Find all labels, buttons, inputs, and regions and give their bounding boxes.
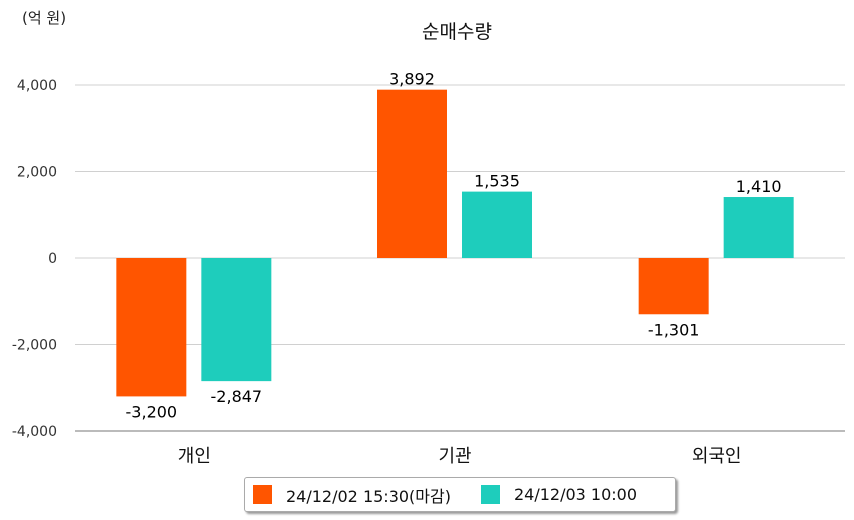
y-tick-label: 0: [48, 251, 57, 267]
y-tick-label: -2,000: [12, 338, 57, 354]
bar: [462, 191, 532, 258]
chart-title: 순매수량: [422, 21, 492, 43]
y-tick-label: 2,000: [17, 165, 57, 181]
legend-swatch: [480, 485, 500, 504]
bar: [201, 258, 272, 382]
data-label: -1,301: [648, 320, 700, 339]
bar: [638, 258, 709, 315]
y-tick-label: -4,000: [12, 424, 57, 440]
legend-label: 24/12/02 15:30(마감): [286, 486, 451, 506]
data-label: -3,200: [126, 402, 178, 421]
unit-label: (억 원): [22, 9, 66, 27]
legend-item-series-2[interactable]: 24/12/03 10:00: [480, 485, 638, 504]
x-tick-label: 기관: [438, 446, 471, 467]
bar: [723, 197, 794, 258]
legend-swatch: [253, 485, 272, 504]
data-label: 1,410: [736, 177, 782, 196]
x-tick-label: 개인: [178, 446, 211, 467]
legend-item-series-1[interactable]: 24/12/02 15:30(마감): [253, 483, 451, 507]
y-tick-label: 4,000: [17, 78, 57, 94]
data-label: 1,535: [474, 172, 520, 191]
legend-label: 24/12/03 10:00: [513, 485, 638, 504]
data-label: -2,847: [211, 387, 263, 406]
bar: [377, 89, 447, 259]
x-tick-label: 외국인: [692, 446, 742, 467]
bar: [116, 258, 187, 397]
legend: 24/12/02 15:30(마감) 24/12/03 10:00: [244, 477, 676, 512]
data-label: 3,892: [389, 70, 435, 89]
